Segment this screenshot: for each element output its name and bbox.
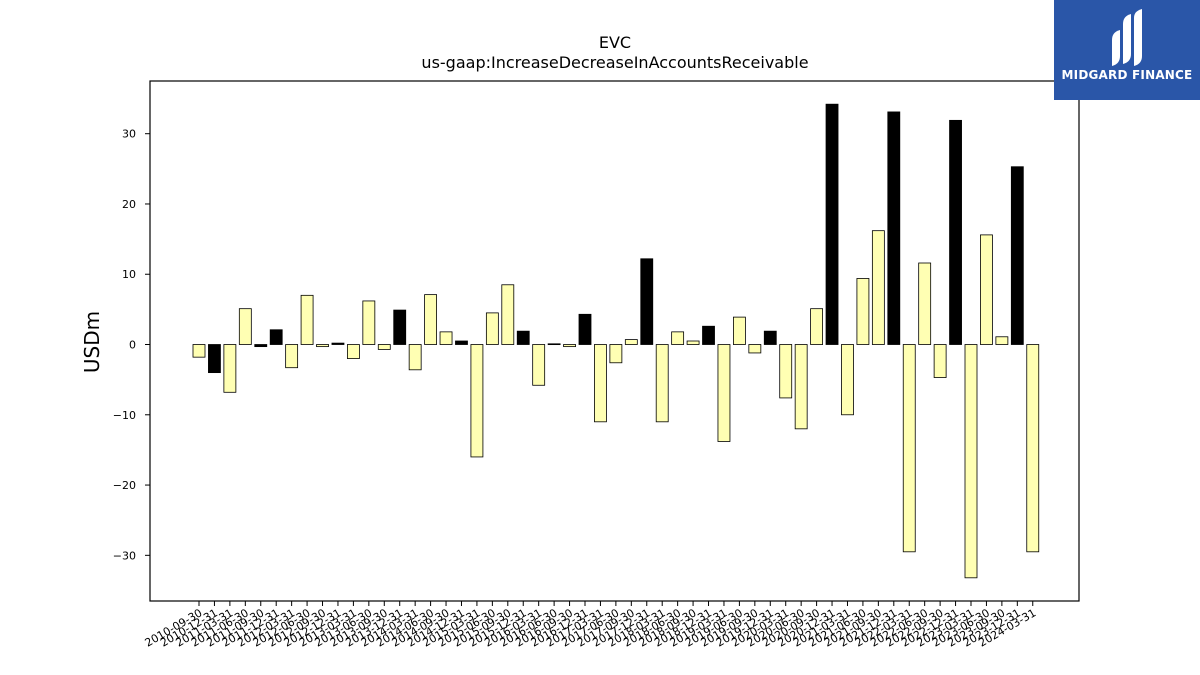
bar: [331, 342, 345, 345]
x-axis-ticks: 2010-09-302010-12-312011-03-312011-06-30…: [143, 601, 1038, 650]
bar: [887, 111, 901, 345]
bar: [902, 344, 916, 553]
bar: [346, 344, 360, 359]
bar: [316, 344, 329, 348]
chart-subtitle: us-gaap:IncreaseDecreaseInAccountsReceiv…: [421, 53, 808, 72]
bar: [949, 119, 962, 345]
bar: [1026, 344, 1040, 553]
bar: [208, 344, 221, 374]
y-tick-label: −30: [113, 549, 136, 562]
bar: [563, 344, 576, 348]
bar: [980, 234, 993, 345]
bar: [763, 330, 777, 345]
bar: [733, 316, 746, 345]
bar: [455, 340, 468, 345]
bar: [254, 344, 268, 348]
bar: [408, 344, 422, 371]
bar: [995, 336, 1009, 345]
bar: [933, 344, 947, 378]
bar: [825, 103, 839, 345]
bar: [223, 344, 237, 393]
bar: [377, 344, 391, 350]
bar: [779, 344, 793, 399]
y-tick-label: 20: [122, 198, 136, 211]
bar: [470, 344, 484, 458]
logo-text: MIDGARD FINANCE: [1061, 68, 1193, 82]
chart-title: EVC: [599, 33, 631, 52]
bar: [578, 313, 592, 345]
bar: [362, 300, 376, 345]
bar: [192, 344, 206, 358]
y-tick-label: 30: [122, 128, 136, 141]
plot-frame: [149, 80, 1080, 602]
y-tick-label: −10: [113, 409, 136, 422]
bar: [300, 294, 314, 345]
bar: [594, 344, 607, 423]
y-axis-label: USDm: [80, 311, 104, 373]
bar: [686, 340, 700, 345]
bar: [1010, 166, 1024, 345]
bar: [748, 344, 762, 354]
bar: [532, 344, 546, 386]
bar: [702, 325, 715, 345]
bar: [794, 344, 808, 430]
bar: [624, 339, 638, 345]
bar: [393, 309, 407, 345]
y-axis-ticks: −30 −20 −10 0 10 20 30: [113, 128, 150, 562]
bar: [424, 294, 438, 345]
y-tick-label: 0: [129, 339, 136, 352]
bar: [856, 278, 870, 345]
bar: [285, 344, 299, 369]
bar: [640, 258, 654, 345]
bar: [918, 262, 932, 345]
bar: [238, 308, 252, 345]
bar: [501, 284, 515, 345]
y-tick-label: −20: [113, 479, 136, 492]
bar: [964, 344, 978, 579]
bar: [671, 331, 685, 345]
bar: [439, 331, 453, 345]
bars-group: [192, 103, 1040, 579]
bar: [485, 312, 499, 345]
midgard-logo-icon: [1112, 9, 1142, 66]
midgard-finance-logo: MIDGARD FINANCE: [1054, 0, 1200, 100]
bar: [547, 343, 561, 346]
bar: [871, 230, 885, 345]
bar: [609, 344, 623, 364]
y-tick-label: 10: [122, 268, 136, 281]
bar: [655, 344, 669, 423]
bar: [717, 344, 731, 442]
bar: [841, 344, 854, 416]
bar: [810, 308, 823, 345]
bar: [269, 329, 283, 345]
bar: [516, 330, 530, 345]
